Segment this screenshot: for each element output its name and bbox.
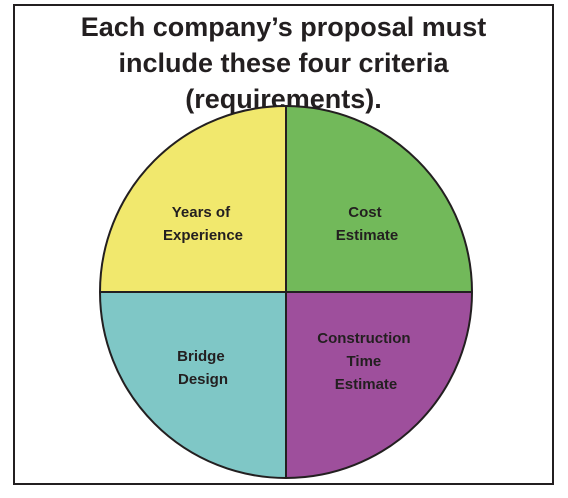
label-construction-time-estimate: Construction Time Estimate bbox=[317, 330, 415, 393]
quadrant-top-left bbox=[100, 106, 286, 292]
label-years-of-experience: Years of Experience bbox=[163, 204, 243, 244]
label-line: Bridge bbox=[177, 348, 225, 365]
label-cost-estimate: Cost Estimate bbox=[336, 204, 399, 244]
label-line: Years of bbox=[172, 204, 231, 221]
title-line-2: include these four criteria bbox=[118, 48, 449, 78]
label-line: Estimate bbox=[335, 376, 398, 393]
quadrant-bottom-left bbox=[100, 292, 286, 478]
quadrant-bottom-right bbox=[286, 292, 472, 478]
label-line: Estimate bbox=[336, 227, 399, 244]
circle-outline bbox=[99, 105, 473, 479]
label-bridge-design: Bridge Design bbox=[177, 348, 229, 388]
title-line-1: Each company’s proposal must bbox=[80, 12, 487, 42]
label-line: Construction bbox=[317, 330, 410, 347]
diagram-title: Each company’s proposal must include the… bbox=[13, 9, 554, 117]
label-line: Design bbox=[178, 371, 228, 388]
label-line: Cost bbox=[348, 204, 381, 221]
quadrant-top-right bbox=[286, 106, 472, 292]
label-line: Experience bbox=[163, 227, 243, 244]
label-line: Time bbox=[347, 353, 382, 370]
